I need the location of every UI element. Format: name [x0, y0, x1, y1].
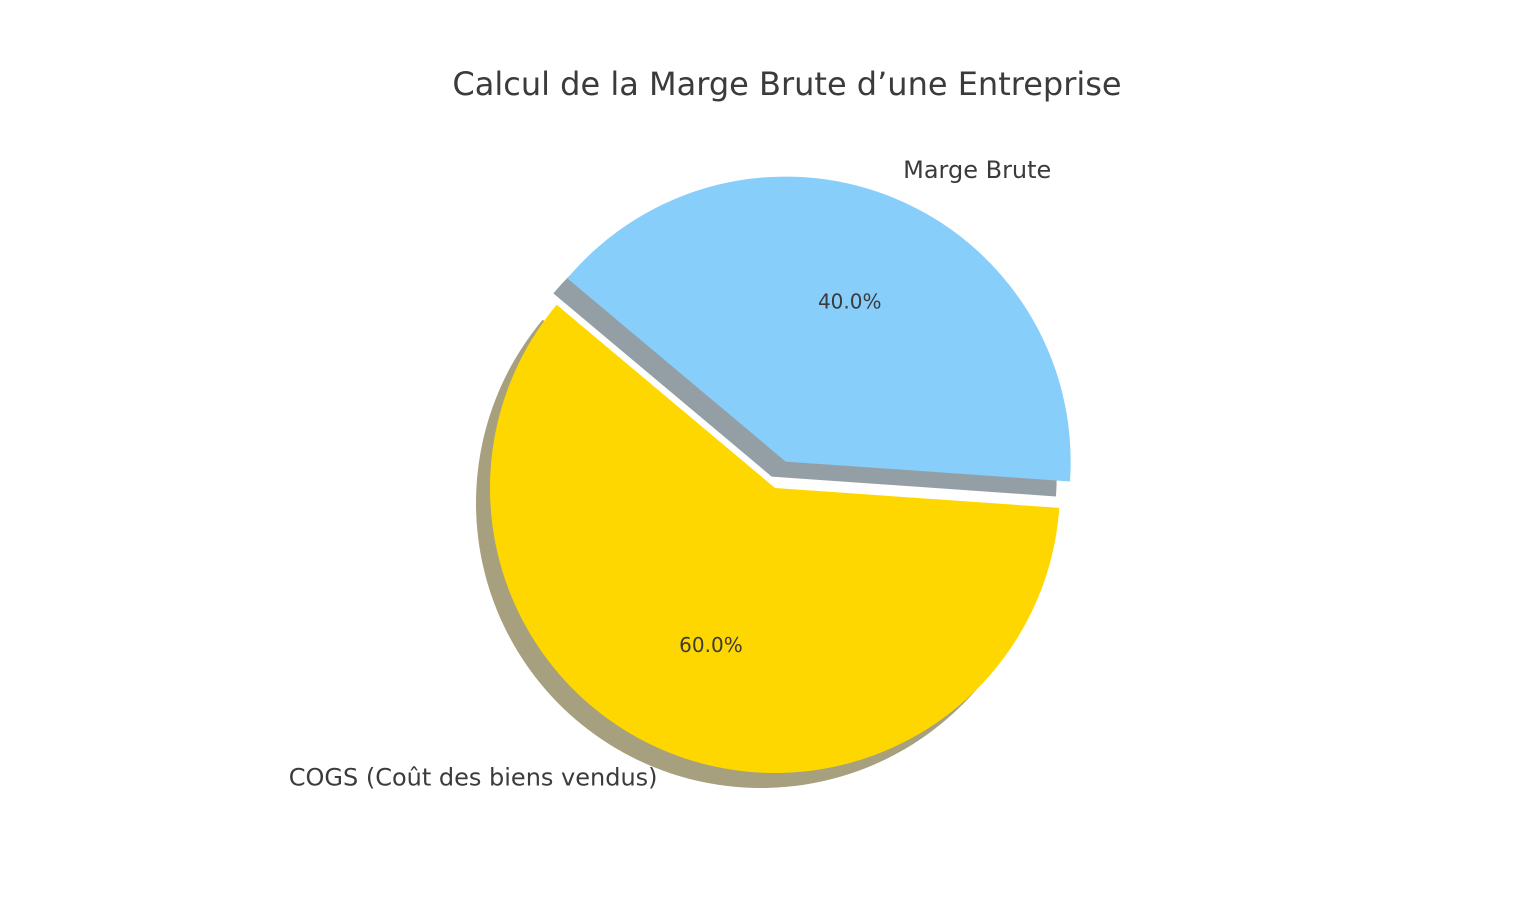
value-label: 40.0%: [818, 290, 882, 314]
value-label: 60.0%: [679, 633, 743, 657]
chart-title: Calcul de la Marge Brute d’une Entrepris…: [452, 65, 1121, 103]
wedge: [567, 176, 1071, 482]
wedge-label: Marge Brute: [903, 156, 1051, 184]
wedge-label: COGS (Coût des biens vendus): [289, 764, 658, 792]
wedge: [490, 304, 1060, 773]
